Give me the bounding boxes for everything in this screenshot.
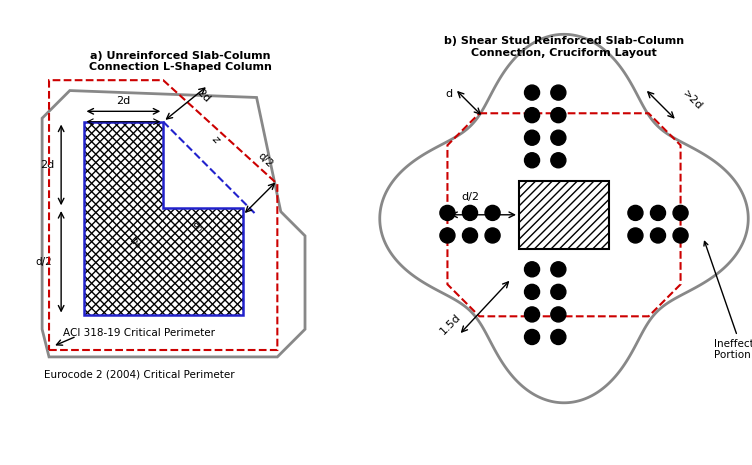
Circle shape [440,206,455,220]
Polygon shape [83,122,243,315]
Text: b) Shear Stud Reinforced Slab-Column
Connection, Cruciform Layout: b) Shear Stud Reinforced Slab-Column Con… [444,36,684,58]
Circle shape [485,206,500,220]
Text: z: z [210,133,220,145]
Circle shape [550,285,566,299]
Circle shape [550,153,566,168]
Circle shape [525,307,539,322]
Polygon shape [42,91,305,357]
Text: a) Unreinforced Slab-Column
Connection L-Shaped Column: a) Unreinforced Slab-Column Connection L… [89,51,272,73]
Text: ACI 318-19 Critical Perimeter: ACI 318-19 Critical Perimeter [63,328,215,338]
Circle shape [525,153,539,168]
Polygon shape [380,34,748,403]
Circle shape [628,206,643,220]
Text: 1.5d: 1.5d [438,312,462,336]
Circle shape [673,206,688,220]
Circle shape [650,206,666,220]
Text: bₙ: bₙ [128,235,143,250]
Circle shape [628,228,643,243]
Text: 2d: 2d [40,160,54,170]
Text: d/2: d/2 [256,150,274,169]
Circle shape [525,330,539,345]
Circle shape [550,307,566,322]
Text: >2d: >2d [681,88,705,112]
Bar [519,181,609,249]
Circle shape [525,130,539,145]
Text: 2d: 2d [117,96,131,106]
Circle shape [525,262,539,277]
Circle shape [525,85,539,100]
Text: d/2: d/2 [36,257,53,267]
Circle shape [485,228,500,243]
Circle shape [440,228,455,243]
Text: Ineffective
Portion: Ineffective Portion [704,241,752,360]
Circle shape [525,107,539,123]
Circle shape [462,206,478,220]
Text: 2d: 2d [194,87,211,104]
Text: aₙ: aₙ [190,218,205,233]
Circle shape [550,130,566,145]
Text: d: d [446,89,453,100]
Circle shape [650,228,666,243]
Circle shape [550,330,566,345]
Circle shape [462,228,478,243]
Circle shape [673,228,688,243]
Circle shape [550,262,566,277]
Circle shape [550,107,566,123]
Circle shape [525,285,539,299]
Circle shape [550,85,566,100]
Text: d/2: d/2 [461,192,479,202]
Text: Eurocode 2 (2004) Critical Perimeter: Eurocode 2 (2004) Critical Perimeter [44,369,235,379]
